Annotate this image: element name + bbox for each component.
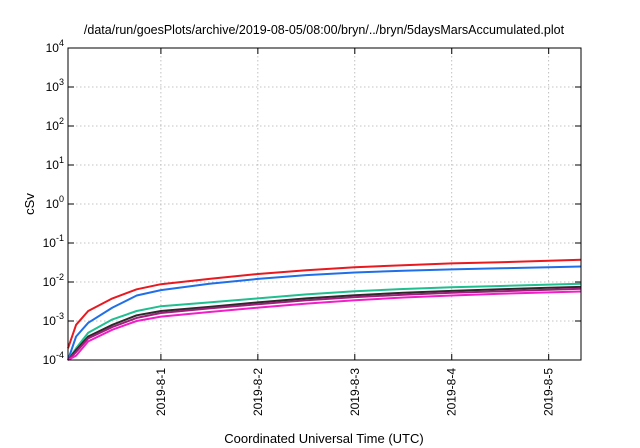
x-tick-label: 2019-8-1 <box>154 368 168 416</box>
y-tick-base: 10 <box>43 353 57 367</box>
x-tick-label: 2019-8-4 <box>445 368 459 416</box>
y-tick-exponent: -2 <box>56 272 64 282</box>
y-tick-base: 10 <box>43 275 57 289</box>
y-tick-exponent: 0 <box>59 194 64 204</box>
y-tick-label: 100 <box>46 194 64 211</box>
y-tick-base: 10 <box>46 41 60 55</box>
y-tick-exponent: -4 <box>56 350 64 360</box>
y-tick-base: 10 <box>46 158 60 172</box>
y-tick-exponent: -3 <box>56 311 64 321</box>
y-tick-label: 101 <box>46 155 64 172</box>
x-axis: 2019-8-1 2019-8-2 2019-8-3 2019-8-4 2019-8-5 <box>154 48 556 416</box>
y-tick-base: 10 <box>46 119 60 133</box>
x-axis-label: Coordinated Universal Time (UTC) <box>224 431 423 446</box>
y-tick-base: 10 <box>46 197 60 211</box>
series-line-6 <box>67 290 582 361</box>
y-tick-label: 10-1 <box>43 233 64 250</box>
y-tick-label: 103 <box>46 77 64 94</box>
series-line-1 <box>67 258 582 349</box>
y-axis-label: cSv <box>22 193 37 215</box>
y-tick-base: 10 <box>46 80 60 94</box>
y-tick-exponent: 2 <box>59 116 64 126</box>
x-tick-label: 2019-8-5 <box>542 368 556 416</box>
y-tick-base: 10 <box>43 236 57 250</box>
y-tick-exponent: 1 <box>59 155 64 165</box>
series-group <box>67 258 582 361</box>
y-tick-label: 104 <box>46 38 64 55</box>
chart-title: /data/run/goesPlots/archive/2019-08-05/0… <box>84 23 565 37</box>
series-line-4 <box>67 285 582 361</box>
series-line-3 <box>67 282 582 361</box>
series-line-5 <box>67 287 582 361</box>
y-tick-exponent: 3 <box>59 77 64 87</box>
y-tick-label: 10-4 <box>43 350 64 367</box>
y-tick-label: 102 <box>46 116 64 133</box>
y-tick-label: 10-3 <box>43 311 64 328</box>
y-tick-base: 10 <box>43 314 57 328</box>
series-line-2 <box>67 265 582 361</box>
y-tick-exponent: -1 <box>56 233 64 243</box>
x-tick-label: 2019-8-2 <box>251 368 265 416</box>
y-tick-label: 10-2 <box>43 272 64 289</box>
y-tick-exponent: 4 <box>59 38 64 48</box>
x-tick-label: 2019-8-3 <box>348 368 362 416</box>
